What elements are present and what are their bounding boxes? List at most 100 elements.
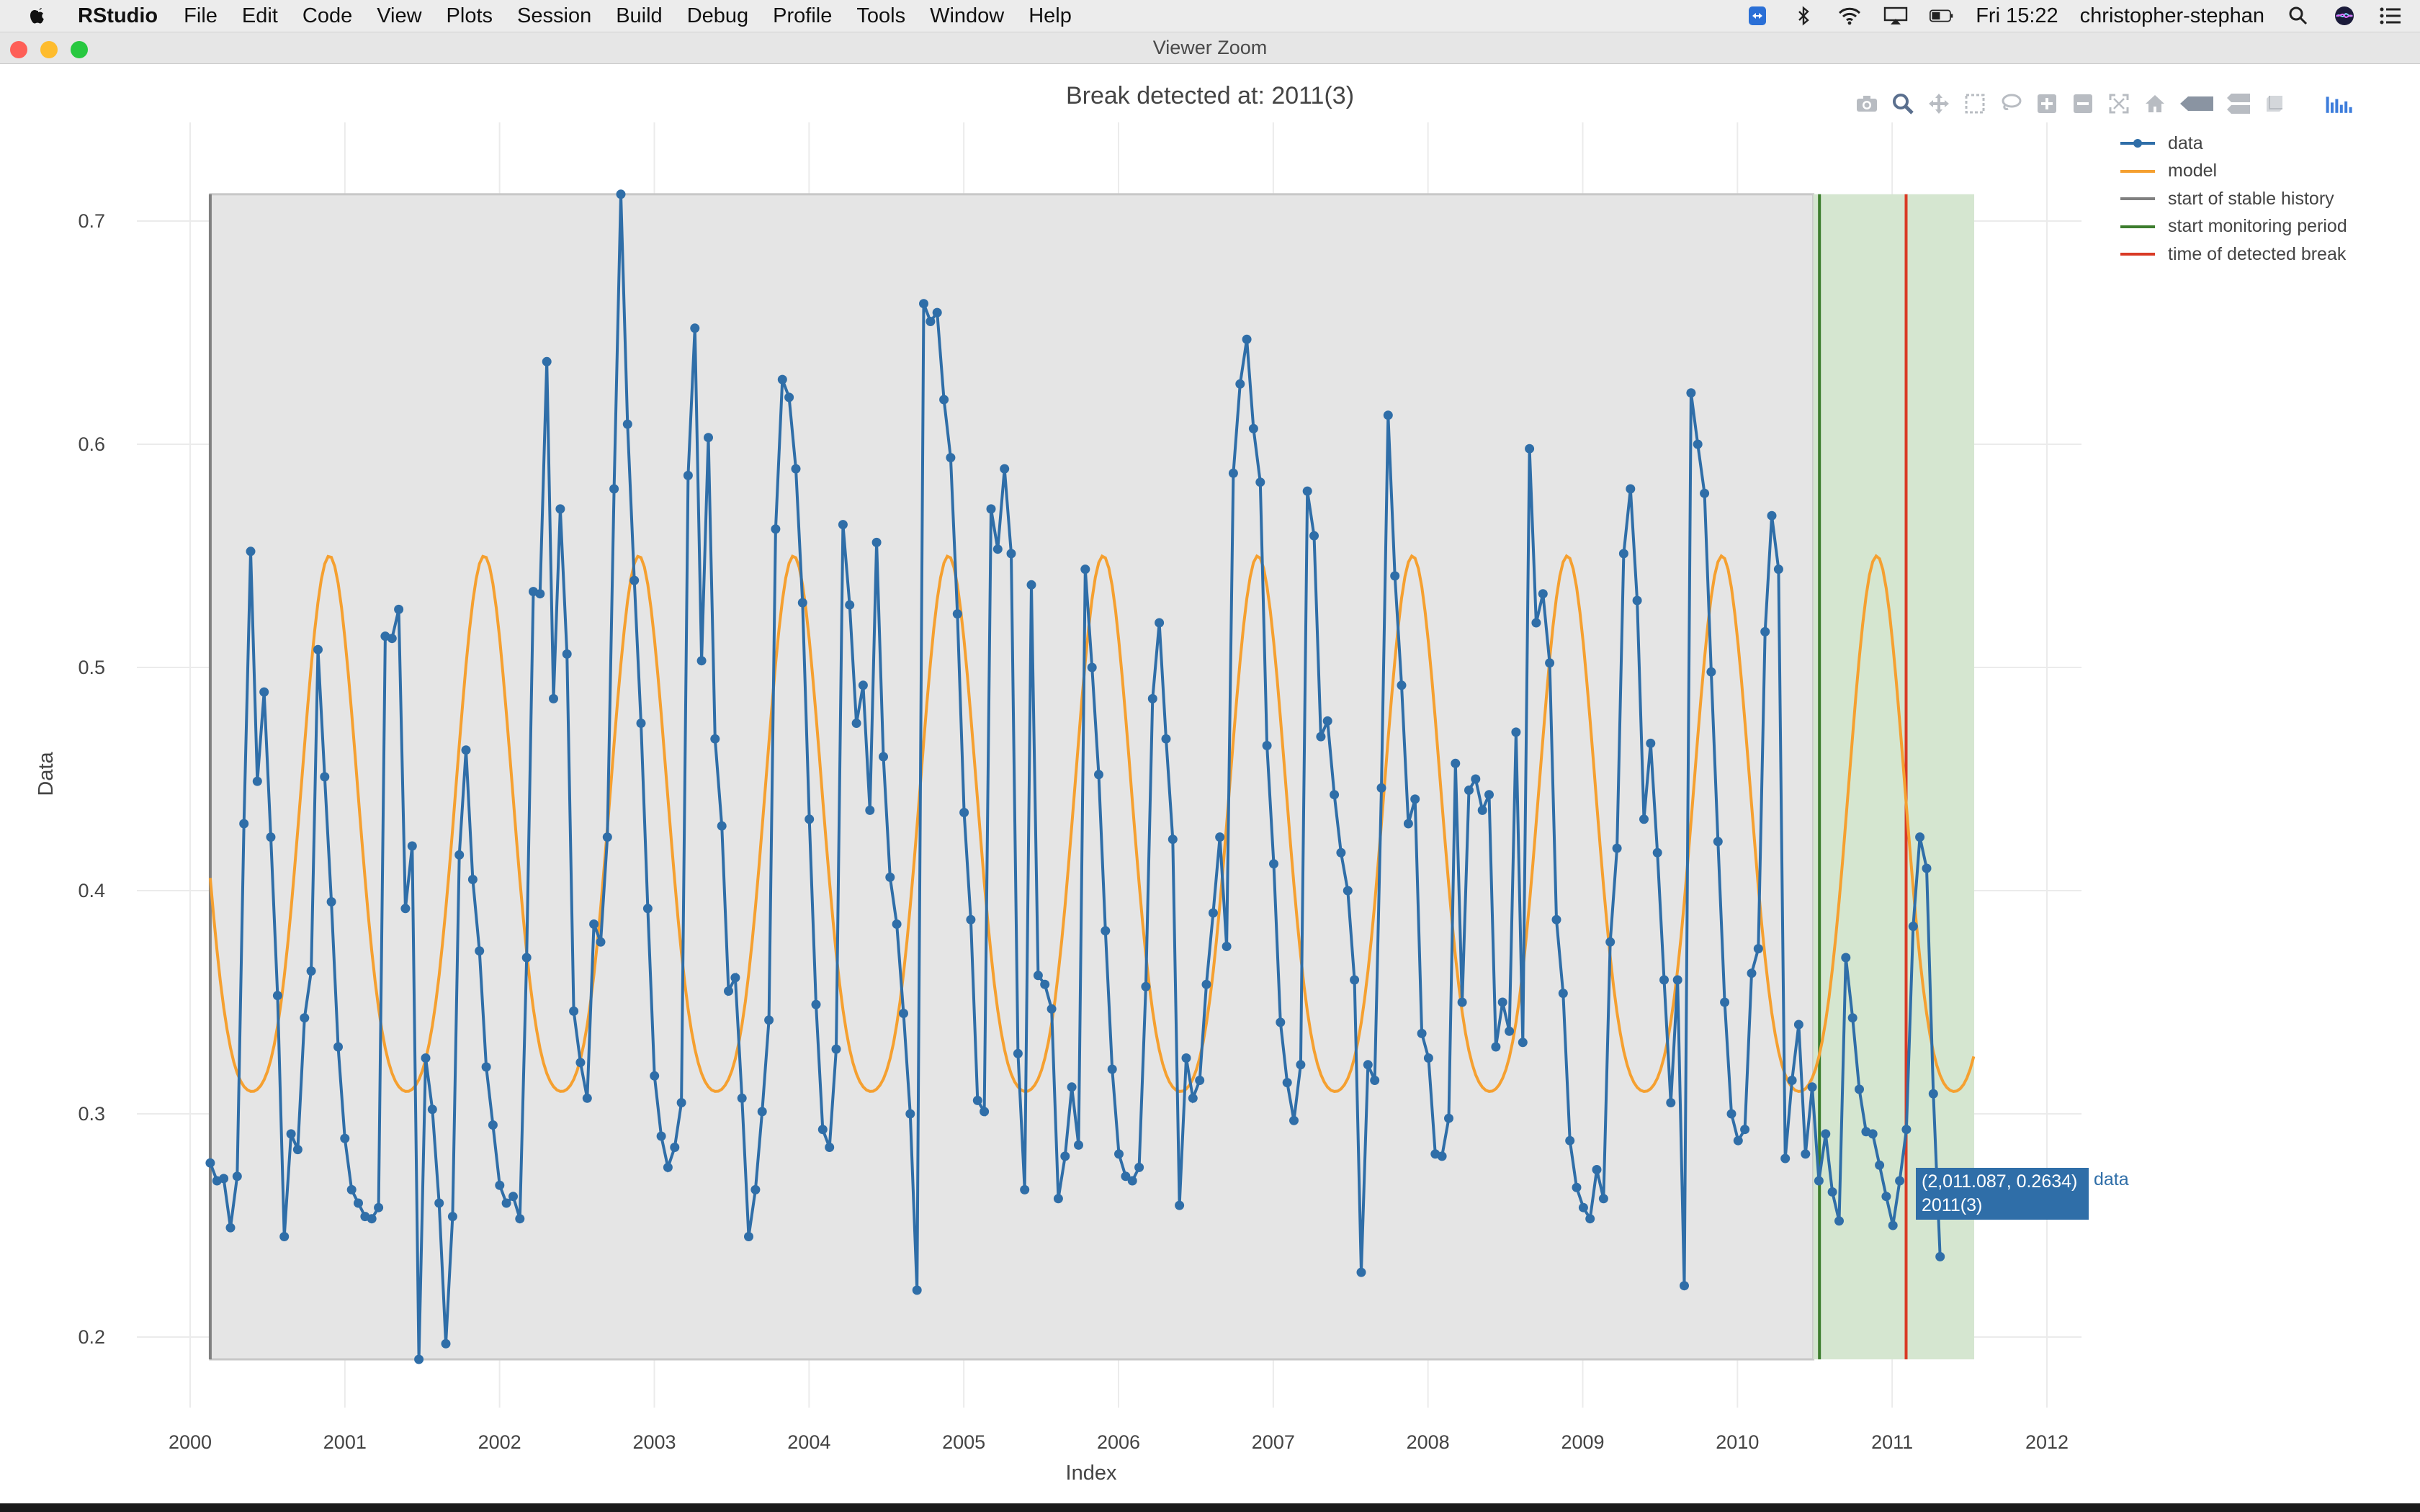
data-point	[1289, 1115, 1299, 1125]
data-point	[919, 299, 928, 309]
legend-item-data[interactable]: data	[2118, 130, 2347, 158]
notification-center-icon[interactable]	[2378, 6, 2403, 26]
menu-help[interactable]: Help	[1028, 4, 1072, 27]
data-point	[1168, 834, 1178, 845]
data-point	[1397, 680, 1407, 690]
data-point	[1242, 334, 1252, 344]
wifi-icon[interactable]	[1837, 6, 1862, 26]
data-point	[441, 1338, 451, 1349]
zoom-in-icon[interactable]	[2033, 89, 2061, 118]
data-point	[447, 1212, 457, 1222]
data-point	[1908, 922, 1918, 932]
data-point	[1793, 1020, 1803, 1030]
data-point	[259, 687, 269, 697]
close-window-button[interactable]	[10, 41, 27, 58]
data-point	[266, 832, 276, 842]
legend-item-detected-break[interactable]: time of detected break	[2118, 240, 2347, 269]
menu-window[interactable]: Window	[930, 4, 1005, 27]
data-point	[1484, 790, 1494, 800]
data-point	[1767, 510, 1777, 521]
menu-session[interactable]: Session	[517, 4, 592, 27]
data-point	[1491, 1042, 1501, 1052]
zoom-window-button[interactable]	[71, 41, 88, 58]
data-point	[461, 745, 471, 755]
menu-build[interactable]: Build	[616, 4, 663, 27]
lasso-icon[interactable]	[1996, 89, 2025, 118]
menu-plots[interactable]: Plots	[446, 4, 493, 27]
menu-debug[interactable]: Debug	[686, 4, 749, 27]
data-point	[1134, 1162, 1144, 1172]
battery-icon[interactable]	[1930, 6, 1954, 26]
legend-swatch-detected-break	[2120, 253, 2155, 256]
bluetooth-icon[interactable]	[1791, 6, 1816, 26]
teamviewer-icon[interactable]	[1745, 6, 1770, 26]
data-point	[427, 1104, 437, 1115]
x-tick-label: 2003	[632, 1431, 676, 1453]
autoscale-icon[interactable]	[2105, 89, 2133, 118]
data-point	[1585, 1214, 1595, 1224]
plotly-chart[interactable]: 2000 2001 2002 2003 2004 2005 2006 2007 2008 2009…	[0, 64, 2420, 1503]
data-point	[1672, 975, 1682, 985]
reset-axes-icon[interactable]	[2141, 89, 2169, 118]
closest-hover-icon[interactable]	[2177, 89, 2217, 118]
data-point	[1175, 1200, 1185, 1210]
window-titlebar: Viewer Zoom	[0, 32, 2420, 64]
siri-icon[interactable]	[2332, 6, 2357, 26]
clock[interactable]: Fri 15:22	[1976, 4, 2058, 27]
spike-lines-icon[interactable]	[2260, 89, 2289, 118]
data-point	[1215, 832, 1225, 842]
user-name[interactable]: christopher-stephan	[2079, 4, 2264, 27]
data-point	[340, 1133, 350, 1143]
data-point	[683, 470, 693, 480]
data-point	[952, 609, 962, 619]
data-point	[764, 1015, 774, 1025]
pan-icon[interactable]	[1924, 89, 1953, 118]
data-point	[1127, 1176, 1137, 1186]
legend-item-stable-history[interactable]: start of stable history	[2118, 185, 2347, 213]
airplay-icon[interactable]	[1883, 6, 1908, 26]
zoom-out-icon[interactable]	[2069, 89, 2097, 118]
camera-icon[interactable]	[1852, 89, 1881, 118]
app-menu[interactable]: RStudio	[78, 4, 158, 27]
menu-file[interactable]: File	[184, 4, 218, 27]
data-point	[1901, 1125, 1912, 1135]
data-point	[885, 872, 895, 882]
data-point	[1720, 997, 1730, 1007]
data-point	[515, 1214, 525, 1224]
data-point	[1558, 989, 1568, 999]
menu-profile[interactable]: Profile	[773, 4, 833, 27]
legend-item-model[interactable]: model	[2118, 158, 2347, 186]
zoom-icon[interactable]	[1888, 89, 1917, 118]
legend-item-monitoring-period[interactable]: start monitoring period	[2118, 213, 2347, 241]
data-point	[1262, 741, 1272, 750]
data-point	[1437, 1151, 1447, 1161]
status-area: Fri 15:22 christopher-stephan	[1724, 0, 2403, 32]
data-point	[1572, 1182, 1582, 1192]
data-point	[1505, 1026, 1515, 1036]
data-point	[1087, 662, 1097, 672]
data-point	[1228, 468, 1238, 478]
menu-edit[interactable]: Edit	[241, 4, 278, 27]
plotly-logo-icon[interactable]	[2325, 89, 2354, 118]
x-tick-label: 2002	[478, 1431, 521, 1453]
spotlight-search-icon[interactable]	[2286, 6, 2311, 26]
data-point	[1451, 758, 1461, 768]
data-point	[892, 919, 902, 929]
y-tick-label: 0.7	[78, 210, 105, 232]
data-point	[1928, 1089, 1938, 1099]
window-bottom-edge	[0, 1503, 2420, 1512]
data-point	[562, 649, 572, 659]
compare-hover-icon[interactable]	[2224, 89, 2253, 118]
data-point	[912, 1285, 922, 1295]
data-point	[926, 317, 936, 326]
minimize-window-button[interactable]	[40, 41, 58, 58]
apple-menu-icon[interactable]	[26, 4, 50, 28]
box-select-icon[interactable]	[1960, 89, 1989, 118]
menu-view[interactable]: View	[377, 4, 422, 27]
data-point	[1444, 1113, 1453, 1123]
menu-tools[interactable]: Tools	[856, 4, 906, 27]
menu-bar: RStudio File Edit Code View Plots Sessio…	[0, 0, 2420, 32]
menu-code[interactable]: Code	[302, 4, 353, 27]
data-point	[1201, 979, 1211, 989]
data-point	[1787, 1076, 1797, 1085]
